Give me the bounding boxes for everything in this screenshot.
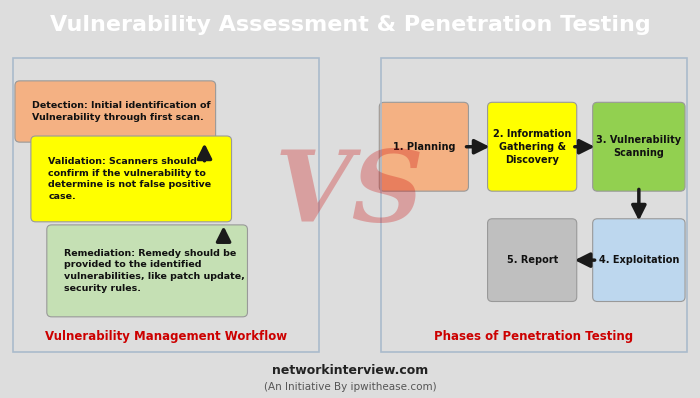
Text: VS: VS [275, 146, 425, 243]
FancyBboxPatch shape [379, 102, 468, 191]
Text: (An Initiative By ipwithease.com): (An Initiative By ipwithease.com) [264, 382, 436, 392]
Text: Remediation: Remedy should be
provided to the identified
vulnerabilities, like p: Remediation: Remedy should be provided t… [64, 249, 245, 293]
Text: 2. Information
Gathering &
Discovery: 2. Information Gathering & Discovery [493, 129, 571, 165]
Text: Vulnerability Assessment & Penetration Testing: Vulnerability Assessment & Penetration T… [50, 15, 650, 35]
Text: 5. Report: 5. Report [507, 255, 558, 265]
Text: 4. Exploitation: 4. Exploitation [598, 255, 679, 265]
Text: Validation: Scanners should
confirm if the vulnerability to
determine is not fal: Validation: Scanners should confirm if t… [48, 157, 211, 201]
FancyBboxPatch shape [593, 219, 685, 302]
Text: 1. Planning: 1. Planning [393, 142, 455, 152]
Text: Vulnerability Management Workflow: Vulnerability Management Workflow [46, 330, 287, 343]
FancyBboxPatch shape [593, 102, 685, 191]
Text: networkinterview.com: networkinterview.com [272, 365, 428, 377]
Text: 3. Vulnerability
Scanning: 3. Vulnerability Scanning [596, 135, 681, 158]
FancyBboxPatch shape [488, 219, 577, 302]
FancyBboxPatch shape [488, 102, 577, 191]
Text: Phases of Penetration Testing: Phases of Penetration Testing [434, 330, 634, 343]
Text: Detection: Initial identification of
Vulnerability through first scan.: Detection: Initial identification of Vul… [32, 101, 211, 122]
FancyBboxPatch shape [31, 136, 232, 222]
FancyBboxPatch shape [47, 225, 248, 317]
FancyBboxPatch shape [15, 81, 216, 142]
